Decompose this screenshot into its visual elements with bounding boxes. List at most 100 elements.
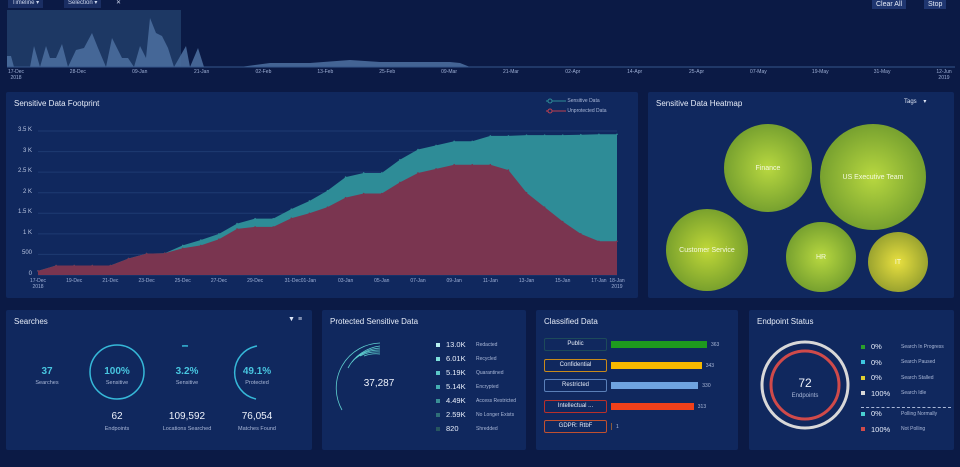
legend-item-polling-normally[interactable]: 0% Polling Normally: [861, 409, 937, 418]
data-point[interactable]: [580, 133, 582, 136]
data-point[interactable]: [326, 206, 329, 208]
data-point[interactable]: [507, 169, 510, 171]
data-point[interactable]: [254, 226, 256, 228]
data-point[interactable]: [561, 220, 564, 223]
data-point[interactable]: [109, 264, 112, 267]
classified-label-3[interactable]: Intellectual ...: [544, 399, 607, 413]
data-point[interactable]: [73, 264, 75, 267]
data-point[interactable]: [616, 133, 618, 136]
data-point[interactable]: [543, 206, 546, 208]
legend-item-redacted[interactable]: 13.0K Redacted: [436, 340, 497, 349]
data-point[interactable]: [326, 189, 329, 192]
data-point[interactable]: [525, 134, 528, 136]
bubble-hr[interactable]: HR: [786, 222, 856, 292]
data-point[interactable]: [236, 222, 238, 225]
data-point[interactable]: [145, 252, 148, 255]
area-unprotected-data[interactable]: [38, 164, 617, 275]
data-point[interactable]: [471, 163, 474, 166]
data-point[interactable]: [417, 148, 419, 151]
legend-item-access-restricted[interactable]: 4.49K Access Restricted: [436, 396, 516, 405]
data-point[interactable]: [616, 240, 618, 243]
data-point[interactable]: [308, 212, 311, 215]
data-point[interactable]: [91, 264, 94, 267]
bubble-customer-service[interactable]: Customer Service: [666, 209, 748, 291]
legend-item-search-idle[interactable]: 100% Search Idle: [861, 389, 926, 398]
legend-item-search-stalled[interactable]: 0% Search Stalled: [861, 373, 934, 382]
data-point[interactable]: [181, 247, 184, 250]
data-point[interactable]: [308, 200, 311, 202]
data-point[interactable]: [453, 163, 455, 166]
data-point[interactable]: [598, 133, 600, 136]
classified-label-1[interactable]: Confidential: [544, 358, 607, 372]
x-tick-label: 17-Dec 2018: [29, 278, 47, 290]
data-point[interactable]: [200, 244, 202, 247]
bubble-us-executive-team[interactable]: US Executive Team: [820, 124, 926, 230]
data-point[interactable]: [344, 176, 347, 178]
legend-unprotected[interactable]: Unprotected Data: [546, 108, 607, 114]
data-point[interactable]: [181, 244, 184, 247]
classified-bar[interactable]: [611, 382, 699, 389]
legend-item-quarantined[interactable]: 5.19K Quarantined: [436, 368, 504, 377]
data-point[interactable]: [543, 134, 546, 136]
stop-button[interactable]: Stop: [924, 0, 947, 9]
data-point[interactable]: [163, 252, 166, 254]
data-point[interactable]: [489, 163, 492, 166]
data-point[interactable]: [290, 208, 293, 210]
data-point[interactable]: [200, 239, 202, 241]
data-point[interactable]: [380, 192, 383, 195]
data-point[interactable]: [218, 233, 220, 235]
clear-all-button[interactable]: Clear All: [872, 0, 907, 9]
data-point[interactable]: [561, 134, 564, 136]
data-point[interactable]: [236, 228, 238, 230]
classified-label-0[interactable]: Public: [544, 338, 607, 351]
menu-icon[interactable]: ≡: [298, 316, 303, 323]
legend-sensitive[interactable]: Sensitive Data: [546, 98, 600, 104]
legend-item-no-longer-exists[interactable]: 2.59K No Longer Exists: [436, 410, 514, 419]
data-point[interactable]: [507, 135, 510, 137]
data-point[interactable]: [272, 217, 275, 220]
data-point[interactable]: [525, 191, 528, 194]
legend-item-search-paused[interactable]: 0% Search Paused: [861, 358, 935, 367]
data-point[interactable]: [435, 144, 437, 147]
data-point[interactable]: [37, 270, 39, 272]
legend-item-search-in-progress[interactable]: 0% Search In Progress: [861, 342, 944, 351]
timeline-brush[interactable]: 17-Dec 2018 28-Dec 09-Jan 21-Jan 02-Feb 13-Fe…: [0, 8, 960, 90]
classified-bar[interactable]: [611, 361, 702, 369]
data-point[interactable]: [362, 192, 365, 195]
data-point[interactable]: [380, 172, 383, 174]
data-point[interactable]: [598, 240, 600, 243]
legend-item-recycled[interactable]: 6.01K Recycled: [436, 354, 497, 363]
data-point[interactable]: [127, 257, 130, 260]
classified-label-4[interactable]: GDPR: RtbF: [544, 420, 607, 433]
timeline-dropdown[interactable]: Timeline ▾: [8, 0, 44, 8]
classified-bar[interactable]: [611, 423, 612, 430]
bubble-it[interactable]: IT: [868, 232, 928, 292]
classified-label-2[interactable]: Restricted: [544, 379, 607, 392]
legend-item-not-polling[interactable]: 100% Not Polling: [861, 425, 925, 434]
data-point[interactable]: [417, 172, 419, 174]
protected-ring: [233, 345, 258, 400]
data-point[interactable]: [435, 168, 437, 170]
data-point[interactable]: [362, 172, 365, 174]
legend-item-encrypted[interactable]: 5.14K Encrypted: [436, 382, 499, 391]
data-point[interactable]: [399, 159, 401, 161]
selection-dropdown[interactable]: Selection ▾: [64, 0, 102, 8]
data-point[interactable]: [344, 196, 347, 199]
tags-dropdown[interactable]: Tags ▾: [904, 99, 927, 105]
bubble-finance[interactable]: Finance: [724, 124, 812, 212]
data-point[interactable]: [290, 217, 293, 220]
data-point[interactable]: [55, 264, 57, 267]
classified-bar[interactable]: [611, 402, 694, 410]
data-point[interactable]: [218, 238, 220, 241]
close-icon[interactable]: ✕: [116, 0, 122, 6]
data-point[interactable]: [471, 140, 474, 143]
data-point[interactable]: [254, 217, 256, 220]
data-point[interactable]: [399, 181, 401, 184]
classified-bar[interactable]: [611, 341, 707, 348]
legend-item-shredded[interactable]: 820 Shredded: [436, 424, 498, 433]
data-point[interactable]: [580, 233, 582, 235]
data-point[interactable]: [272, 226, 275, 228]
data-point[interactable]: [453, 140, 455, 143]
data-point[interactable]: [489, 135, 492, 137]
filter-icon[interactable]: ▼: [288, 316, 295, 323]
